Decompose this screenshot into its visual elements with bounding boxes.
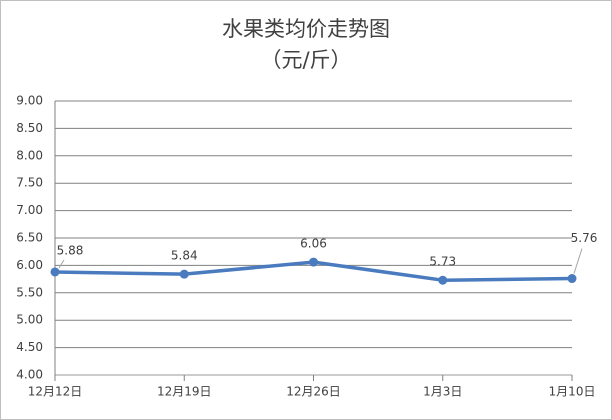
x-tick-label: 12月12日 — [28, 385, 83, 399]
data-label: 5.73 — [429, 255, 456, 269]
leader-line — [58, 259, 65, 269]
x-tick-label: 1月3日 — [423, 385, 462, 399]
chart-subtitle: （元/斤） — [260, 48, 351, 72]
data-label: 5.84 — [171, 249, 198, 263]
point — [179, 269, 189, 279]
point — [309, 257, 318, 267]
x-tick-label: 1月10日 — [549, 385, 596, 399]
chart-title: 水果类均价走势图 — [222, 17, 390, 41]
y-tick-label: 7.50 — [16, 176, 43, 190]
y-tick-label: 5.00 — [16, 313, 43, 327]
point — [50, 267, 60, 277]
x-tick-label: 12月19日 — [157, 385, 212, 399]
leader-line — [573, 248, 583, 274]
y-tick-label: 9.00 — [16, 94, 43, 108]
y-tick-label: 8.00 — [16, 148, 43, 162]
y-tick-label: 4.50 — [16, 340, 43, 354]
data-label: 5.76 — [571, 231, 598, 245]
data-label: 5.88 — [57, 243, 84, 257]
data-label: 6.06 — [300, 237, 327, 251]
y-tick-label: 7.00 — [16, 203, 43, 217]
y-tick-label: 6.50 — [16, 231, 43, 245]
x-tick-label: 12月26日 — [286, 385, 341, 399]
y-tick-label: 6.00 — [16, 258, 43, 272]
y-tick-label: 4.00 — [16, 368, 43, 382]
point — [438, 275, 448, 285]
y-tick-label: 8.50 — [16, 121, 43, 135]
y-tick-label: 5.50 — [16, 285, 43, 299]
point — [567, 274, 577, 284]
